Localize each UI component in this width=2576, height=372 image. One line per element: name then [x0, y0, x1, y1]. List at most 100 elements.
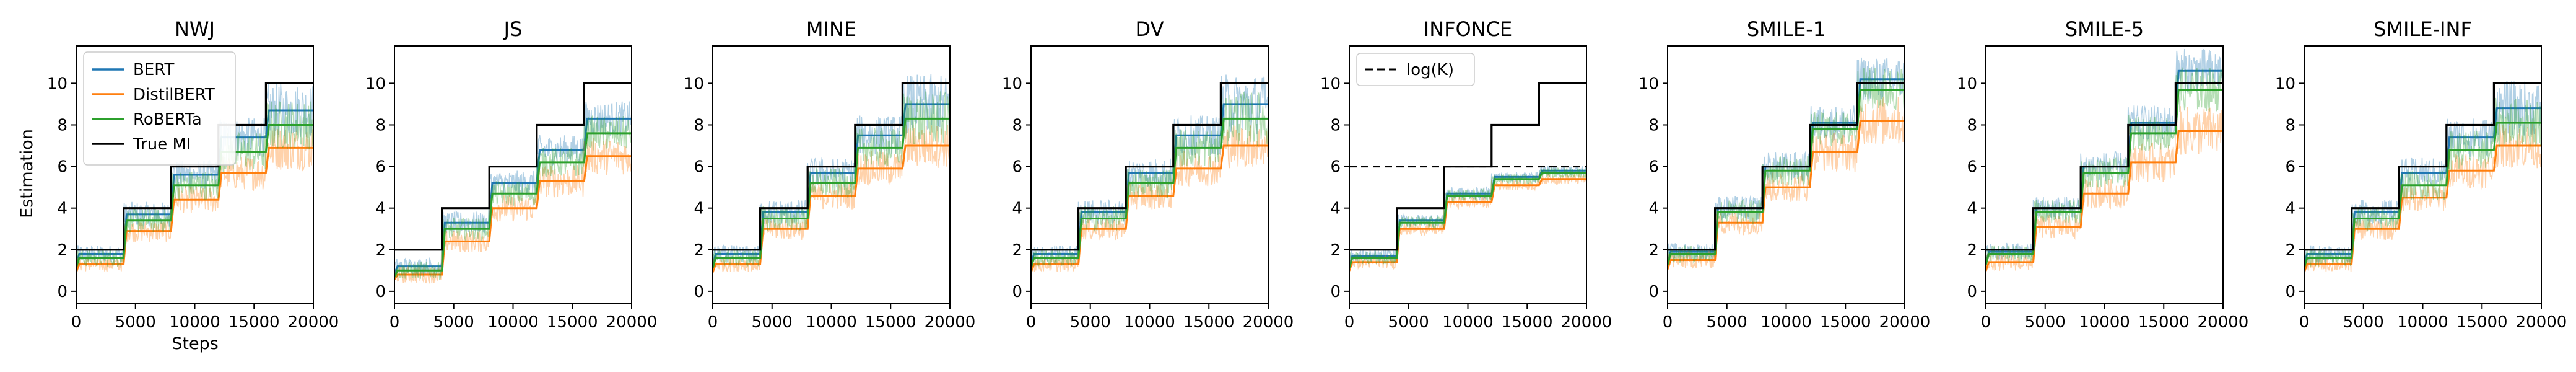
- legend-label-distilbert: DistilBERT: [133, 86, 215, 104]
- x-tick-label: 10000: [2079, 313, 2130, 332]
- legend-box: [83, 51, 236, 166]
- x-tick-label: 15000: [1820, 313, 1871, 332]
- y-tick-label: 2: [1648, 241, 1659, 260]
- y-tick-label: 0: [1012, 283, 1022, 301]
- series-bert-line: [2304, 107, 2541, 265]
- y-tick-label: 8: [694, 116, 704, 135]
- x-tick-label: 5000: [752, 313, 793, 332]
- plot-area: [394, 82, 632, 284]
- y-tick-label: 2: [375, 241, 386, 260]
- x-tick-label: 10000: [1124, 313, 1175, 332]
- series-bert-noise: [2304, 81, 2541, 264]
- x-axis-label: Steps: [172, 334, 219, 353]
- series-roberta-noise: [1986, 67, 2223, 264]
- panel-title: JS: [503, 17, 523, 41]
- y-tick-label: 4: [375, 200, 386, 218]
- series-distilbert-line: [713, 144, 950, 273]
- plot-area: [1349, 82, 1586, 272]
- true-mi-line: [713, 82, 950, 251]
- x-tick-label: 20000: [1879, 313, 1931, 332]
- series-distilbert-noise: [2304, 123, 2541, 272]
- x-tick-label: 10000: [806, 313, 857, 332]
- true-mi-line: [76, 82, 313, 251]
- y-tick-label: 0: [57, 283, 67, 301]
- series-distilbert-line: [1031, 144, 1268, 273]
- series-roberta-noise: [2304, 97, 2541, 267]
- x-tick-label: 0: [1981, 313, 1991, 332]
- y-tick-label: 10: [1320, 74, 1341, 93]
- y-tick-label: 4: [2285, 200, 2295, 218]
- y-tick-label: 0: [1330, 283, 1341, 301]
- y-tick-label: 2: [1012, 241, 1022, 260]
- plot-area: [1986, 48, 2223, 272]
- x-tick-label: 0: [1344, 313, 1355, 332]
- series-bert-line: [1349, 169, 1586, 267]
- plot-area: [713, 74, 950, 273]
- true-mi-line: [1031, 82, 1268, 251]
- y-tick-label: 6: [57, 158, 67, 177]
- x-tick-label: 0: [708, 313, 718, 332]
- series-bert-line: [394, 117, 632, 275]
- series-roberta-line: [713, 117, 950, 268]
- x-tick-label: 15000: [865, 313, 916, 332]
- panel-title: MINE: [806, 17, 856, 41]
- x-tick-label: 5000: [2025, 313, 2066, 332]
- series-distilbert-noise: [1668, 96, 1905, 269]
- y-tick-label: 10: [1002, 74, 1022, 93]
- x-tick-label: 0: [2299, 313, 2310, 332]
- series-roberta-line: [1031, 117, 1268, 268]
- x-tick-label: 20000: [2198, 313, 2249, 332]
- y-tick-label: 4: [57, 200, 67, 218]
- x-tick-label: 5000: [1070, 313, 1111, 332]
- x-tick-label: 0: [1663, 313, 1673, 332]
- y-tick-label: 10: [1638, 74, 1659, 93]
- legend-logk: log(K): [1356, 53, 1475, 86]
- y-tick-label: 6: [1012, 158, 1022, 177]
- y-tick-label: 2: [1967, 241, 1977, 260]
- x-tick-label: 15000: [228, 313, 280, 332]
- x-tick-label: 20000: [1561, 313, 1612, 332]
- y-tick-label: 0: [375, 283, 386, 301]
- legend: BERT DistilBERT RoBERTa True MI: [83, 51, 236, 166]
- series-bert-line: [76, 109, 313, 265]
- x-tick-label: 15000: [2138, 313, 2190, 332]
- y-tick-label: 2: [1330, 241, 1341, 260]
- series-distilbert-noise: [713, 124, 950, 273]
- y-tick-label: 0: [1967, 283, 1977, 301]
- true-mi-line: [1986, 82, 2223, 251]
- x-tick-label: 20000: [288, 313, 339, 332]
- legend-label-bert: BERT: [133, 61, 174, 79]
- x-tick-label: 0: [389, 313, 400, 332]
- panel-title: INFONCE: [1424, 17, 1512, 41]
- y-tick-label: 2: [694, 241, 704, 260]
- panel-smile-inf: SMILE-INF 0 5000 10000 15000 20000 0 2 4 6 8 10: [2275, 17, 2567, 332]
- plot-area: [2304, 81, 2541, 273]
- panel-mine: MINE 0 5000 10000 15000 20000 0 2 4 6 8 10: [684, 17, 975, 332]
- x-tick-label: 20000: [606, 313, 658, 332]
- y-tick-label: 10: [365, 74, 386, 93]
- x-tick-label: 20000: [1243, 313, 1294, 332]
- panel-title: SMILE-INF: [2374, 17, 2472, 41]
- legend-box: [1356, 53, 1475, 86]
- y-tick-label: 2: [2285, 241, 2295, 260]
- x-tick-label: 10000: [169, 313, 220, 332]
- y-tick-label: 4: [1967, 200, 1977, 218]
- true-mi-line: [1668, 82, 1905, 251]
- y-tick-label: 6: [694, 158, 704, 177]
- x-tick-label: 15000: [2456, 313, 2508, 332]
- y-tick-label: 6: [1330, 158, 1341, 177]
- series-roberta-noise: [1031, 91, 1268, 267]
- x-tick-label: 5000: [115, 313, 156, 332]
- x-tick-label: 5000: [1388, 313, 1429, 332]
- panel-title: DV: [1136, 17, 1164, 41]
- legend-label-true-mi: True MI: [133, 135, 191, 154]
- x-tick-label: 10000: [1442, 313, 1494, 332]
- true-mi-line: [394, 82, 632, 251]
- panel-smile-1: SMILE-1 0 5000 10000 15000 20000 0 2 4 6 8 10: [1638, 17, 1930, 332]
- series-roberta-line: [2304, 122, 2541, 268]
- series-distilbert-line: [1668, 120, 1905, 270]
- y-tick-label: 4: [1012, 200, 1022, 218]
- series-roberta-line: [394, 132, 632, 278]
- y-tick-label: 4: [694, 200, 704, 218]
